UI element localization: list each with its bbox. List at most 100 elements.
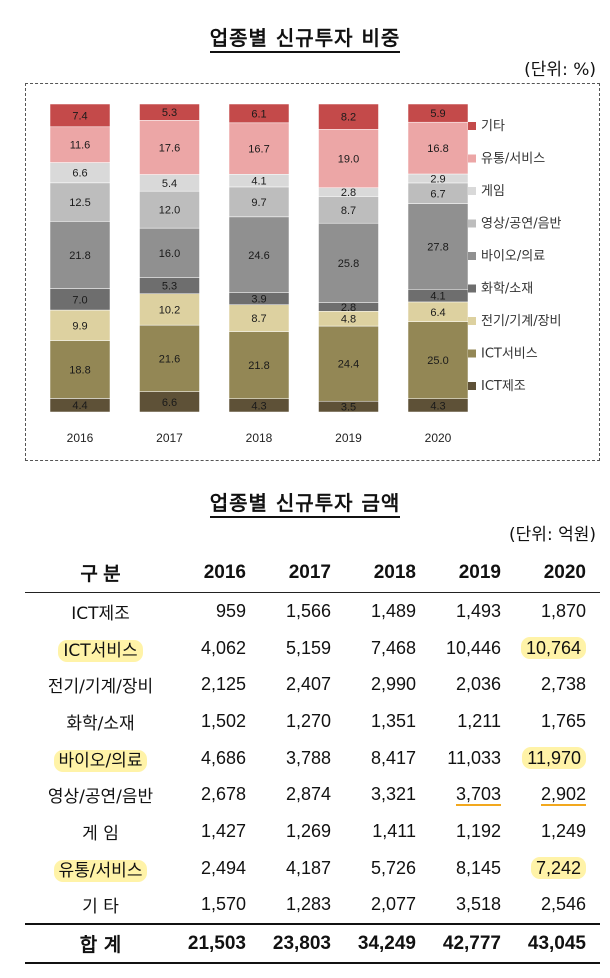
table-row: 기 타 1,570 1,283 2,077 3,518 2,546	[25, 887, 600, 925]
table-cell: 1,283	[285, 894, 331, 915]
table-cell: 959	[215, 600, 246, 621]
table-cell: 1,502	[200, 710, 246, 731]
table-cell: 1,493	[455, 600, 501, 621]
table-row: 화학/소재 1,502 1,270 1,351 1,211 1,765	[25, 703, 600, 740]
table-row: 유통/서비스 2,494 4,187 5,726 8,145 7,242	[25, 850, 600, 887]
bar-segment	[407, 103, 469, 123]
bar-segment	[407, 121, 469, 175]
data-label: 11.6	[70, 140, 91, 152]
data-label: 25.8	[338, 258, 359, 270]
bar-segment	[139, 120, 200, 175]
data-label: 9.9	[72, 320, 87, 332]
table-cell: 2,990	[370, 674, 416, 695]
row-label: 화학/소재	[66, 713, 135, 734]
chart-title: 업종별 신규투자 비중	[0, 22, 610, 53]
legend-swatch	[468, 154, 476, 163]
bar-segment	[318, 129, 379, 189]
table-cell: 7,468	[370, 637, 416, 658]
x-tick-label: 2017	[156, 431, 183, 445]
data-label: 3.5	[341, 402, 356, 414]
data-label: 8.7	[251, 313, 266, 325]
data-label: 3.9	[251, 294, 266, 306]
table-cell: 4,062	[200, 637, 246, 658]
table-cell: 1,211	[457, 710, 501, 731]
legend-swatch	[468, 187, 476, 195]
data-label: 17.6	[159, 142, 180, 154]
legend-label: 바이오/의료	[481, 249, 545, 264]
data-label: 2.8	[341, 187, 356, 199]
bar-segment	[139, 103, 200, 121]
data-label: 6.1	[251, 108, 266, 120]
x-tick-label: 2020	[425, 431, 452, 445]
bar-segment	[318, 325, 379, 402]
table-cell: 1,249	[540, 820, 586, 841]
data-label: 4.8	[341, 314, 356, 326]
table-cell: 4,686	[200, 747, 246, 768]
table-cell: 7,242	[515, 850, 600, 887]
table-cell: 1,870	[540, 600, 586, 621]
chart-area: 4.4 18.8 9.9 7.0 21.8 12.5 6.6 11.6 7.4 2016 6.6 21…	[25, 83, 600, 461]
bar-segment	[139, 190, 200, 229]
table-cell: 11,970	[515, 740, 600, 777]
row-label: 게 임	[82, 823, 119, 844]
table-cell: 5,159	[285, 637, 331, 658]
data-label: 16.7	[248, 144, 269, 156]
row-label: 전기/기계/장비	[47, 677, 154, 698]
table-cell: 2,902	[540, 784, 586, 807]
legend-label: 기타	[481, 119, 505, 134]
data-label: 2.8	[341, 302, 356, 314]
table-cell: 8,145	[455, 857, 501, 878]
bar-segment	[228, 304, 290, 332]
bar-segment	[139, 324, 200, 392]
x-tick-label: 2016	[67, 431, 94, 445]
legend-label: 전기/기계/장비	[481, 314, 562, 329]
data-label: 5.3	[162, 281, 177, 293]
row-label: 바이오/의료	[25, 740, 175, 777]
table-row: ICT서비스 4,062 5,159 7,468 10,446 10,764	[25, 630, 600, 667]
table-cell: 2,077	[370, 894, 416, 915]
row-label: 영상/공연/음반	[47, 787, 154, 808]
data-label: 5.3	[162, 107, 177, 119]
table-cell: 2,546	[540, 894, 586, 915]
legend-swatch	[468, 122, 476, 130]
row-label: 유통/서비스	[25, 850, 175, 887]
data-label: 7.0	[72, 294, 87, 306]
data-label: 10.2	[159, 304, 180, 316]
data-label: 4.3	[430, 400, 445, 412]
investment-table: 구 분 2016 2017 2018 2019 2020 ICT제조 959 1,5…	[25, 553, 600, 964]
header-year: 2020	[515, 553, 600, 593]
legend-swatch	[468, 219, 476, 228]
legend-label: 유통/서비스	[481, 152, 545, 167]
table-cell: 3,321	[370, 784, 416, 805]
legend-swatch	[468, 284, 476, 293]
table-cell: 4,187	[285, 857, 331, 878]
total-cell: 43,045	[515, 923, 600, 964]
data-label: 8.7	[341, 205, 356, 217]
data-label: 6.6	[162, 397, 177, 409]
legend-label: 게임	[481, 184, 505, 199]
table-cell: 1,351	[370, 710, 416, 731]
table-cell: 1,765	[540, 710, 586, 731]
bar-segment	[407, 321, 469, 399]
table-cell: 2,407	[285, 674, 331, 695]
data-label: 21.8	[69, 250, 90, 262]
bar-segment	[228, 122, 290, 175]
data-label: 27.8	[427, 241, 448, 253]
data-label: 5.9	[430, 108, 445, 120]
data-label: 24.6	[248, 250, 269, 262]
table-cell: 1,192	[455, 820, 501, 841]
data-label: 4.4	[72, 400, 87, 412]
total-cell: 34,249	[345, 923, 430, 964]
bar-segment	[139, 227, 200, 278]
table-cell: 5,726	[370, 857, 416, 878]
table-cell: 11,033	[447, 747, 501, 768]
table-cell: 3,788	[285, 747, 331, 768]
data-label: 21.6	[159, 353, 180, 365]
data-label: 25.0	[427, 355, 448, 367]
header-year: 2016	[175, 553, 260, 593]
table-unit: (단위: 억원)	[509, 525, 596, 545]
table-cell: 2,125	[200, 674, 246, 695]
table-cell: 1,427	[200, 820, 246, 841]
table-row: 게 임 1,427 1,269 1,411 1,192 1,249	[25, 813, 600, 850]
table-cell: 2,494	[200, 857, 246, 878]
